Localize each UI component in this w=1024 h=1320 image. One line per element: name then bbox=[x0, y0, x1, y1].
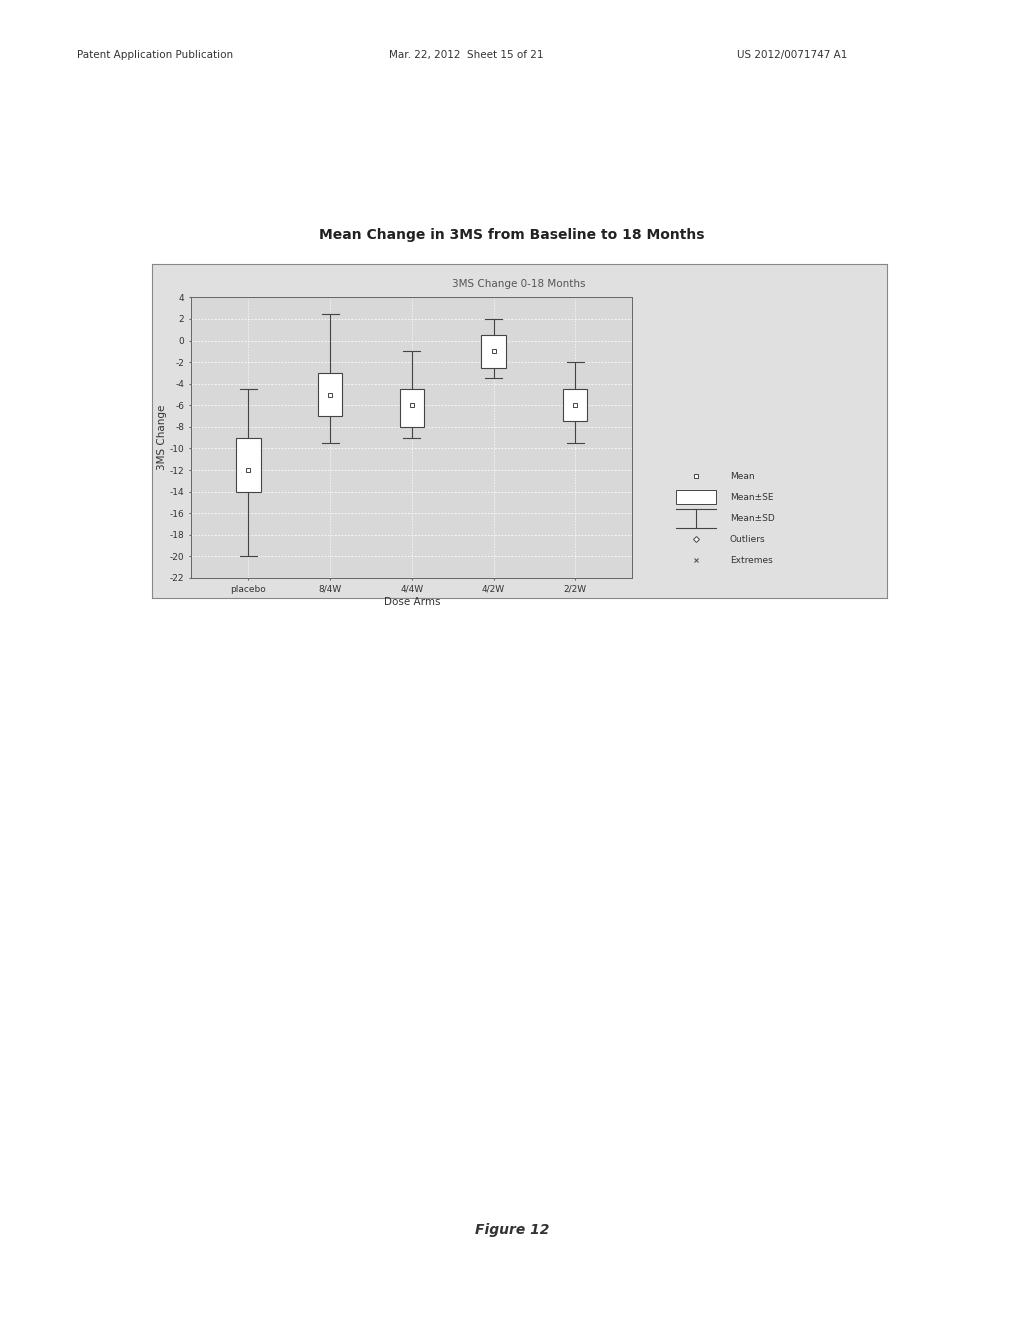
Text: Mean: Mean bbox=[730, 471, 755, 480]
Text: US 2012/0071747 A1: US 2012/0071747 A1 bbox=[737, 50, 848, 61]
Bar bbox=[481, 335, 506, 367]
Text: Mean±SE: Mean±SE bbox=[730, 492, 773, 502]
Text: Patent Application Publication: Patent Application Publication bbox=[77, 50, 232, 61]
Text: Mar. 22, 2012  Sheet 15 of 21: Mar. 22, 2012 Sheet 15 of 21 bbox=[389, 50, 544, 61]
Bar bbox=[676, 490, 716, 504]
Bar bbox=[563, 389, 588, 421]
X-axis label: Dose Arms: Dose Arms bbox=[384, 597, 440, 607]
Text: 3MS Change 0-18 Months: 3MS Change 0-18 Months bbox=[453, 279, 586, 289]
Text: Outliers: Outliers bbox=[730, 535, 765, 544]
Text: Extremes: Extremes bbox=[730, 556, 772, 565]
Bar bbox=[317, 374, 342, 416]
Bar bbox=[237, 438, 261, 491]
Y-axis label: 3MS Change: 3MS Change bbox=[157, 405, 167, 470]
Text: Mean±SD: Mean±SD bbox=[730, 513, 774, 523]
Bar bbox=[399, 389, 424, 426]
Text: Mean Change in 3MS from Baseline to 18 Months: Mean Change in 3MS from Baseline to 18 M… bbox=[319, 228, 705, 242]
Text: Figure 12: Figure 12 bbox=[475, 1224, 549, 1237]
